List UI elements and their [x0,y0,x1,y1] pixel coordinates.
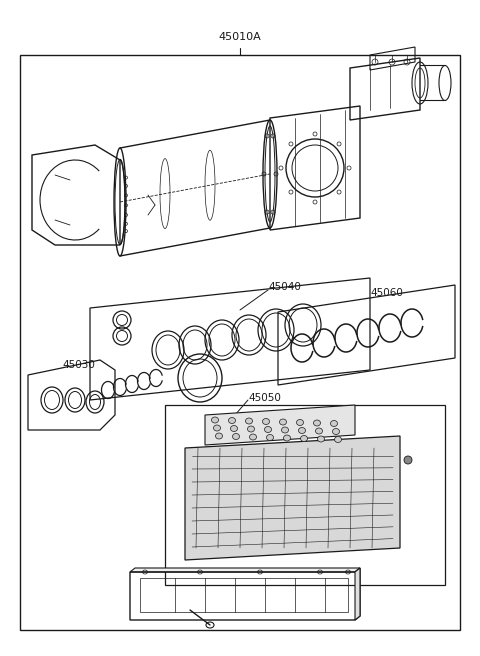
Ellipse shape [313,420,321,426]
Ellipse shape [250,434,256,440]
Text: 45030: 45030 [62,360,95,370]
Ellipse shape [216,433,223,439]
Ellipse shape [317,436,324,442]
Ellipse shape [331,420,337,426]
Ellipse shape [335,436,341,443]
Ellipse shape [232,434,240,440]
Ellipse shape [404,456,412,464]
Ellipse shape [263,419,269,424]
Text: 45050: 45050 [248,393,281,403]
Ellipse shape [230,426,238,432]
Ellipse shape [264,426,272,432]
Ellipse shape [297,419,303,426]
Ellipse shape [212,417,218,423]
Ellipse shape [228,417,236,424]
Ellipse shape [299,428,305,434]
Ellipse shape [281,427,288,433]
Text: 45040: 45040 [268,282,301,292]
Ellipse shape [266,434,274,440]
Text: 45060: 45060 [370,288,403,298]
Ellipse shape [300,436,308,441]
Bar [20,55,460,630]
Polygon shape [355,568,360,620]
Ellipse shape [248,426,254,432]
Ellipse shape [333,428,339,434]
Bar [165,405,445,585]
Polygon shape [130,568,360,572]
Polygon shape [185,436,400,560]
Ellipse shape [284,435,290,441]
Ellipse shape [279,419,287,425]
Ellipse shape [245,418,252,424]
Text: 45010A: 45010A [218,32,262,42]
Polygon shape [205,405,355,445]
Ellipse shape [214,425,220,431]
Ellipse shape [315,428,323,434]
